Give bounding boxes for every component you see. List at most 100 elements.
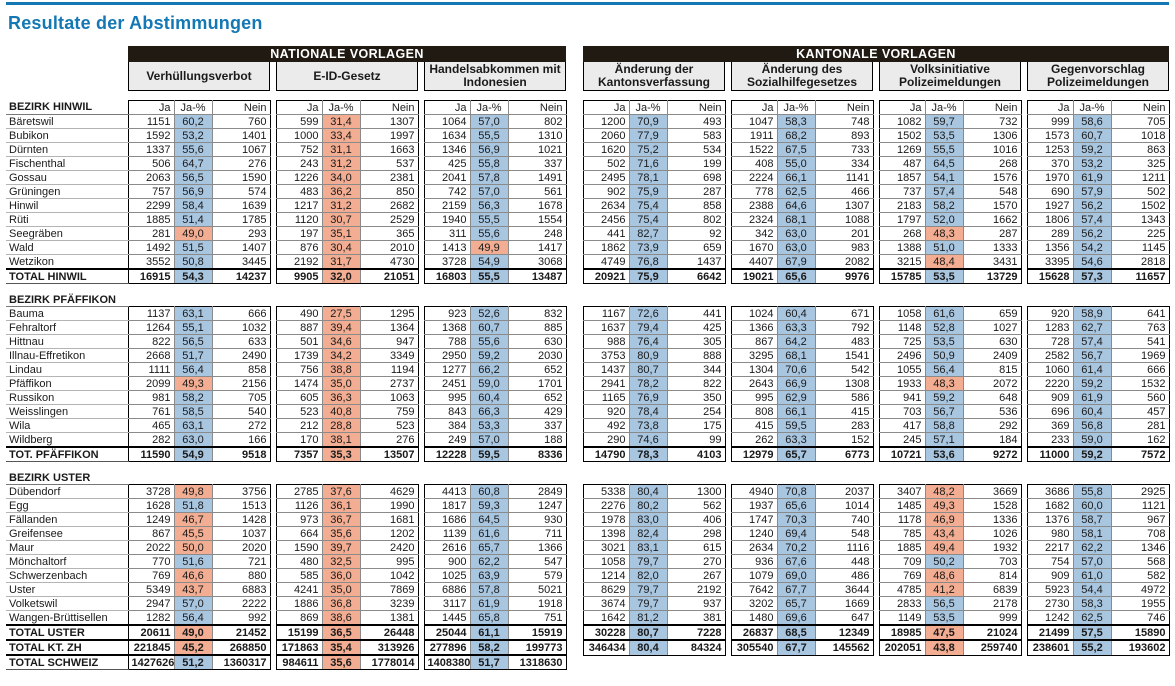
ja-percent: 45,2	[173, 639, 213, 656]
ja-percent: 35,0	[321, 582, 361, 597]
nein-value: 1307	[814, 198, 874, 213]
column-header-ja-percent: Ja-%	[924, 100, 964, 115]
ja-value: 15785	[878, 268, 926, 284]
ja-value: 3728	[423, 254, 471, 270]
nein-value: 1366	[507, 540, 567, 555]
ja-value: 3202	[730, 596, 778, 611]
ja-value: 1413	[423, 240, 471, 255]
nein-value: 415	[814, 404, 874, 419]
column-header-ja: Ja	[423, 100, 471, 115]
ja-value: 1911	[730, 128, 778, 143]
nein-value: 536	[962, 404, 1022, 419]
ja-percent: 60,8	[469, 484, 509, 499]
ja-value: 238601	[1026, 639, 1074, 656]
table-row: Hinwil 2299 58,4 1639 1217 31,2 2682 2159 56,3 16…	[6, 198, 1170, 213]
nein-value: 162	[1110, 432, 1170, 448]
ja-percent: 58,3	[776, 114, 816, 129]
nein-value: 641	[1110, 306, 1170, 321]
ja-value: 1165	[582, 390, 630, 405]
ja-percent: 55,5	[469, 128, 509, 143]
nein-value: 1997	[359, 128, 419, 143]
ja-percent: 36,5	[321, 624, 361, 641]
ja-value: 1178	[878, 512, 926, 527]
ja-value: 1940	[423, 212, 471, 227]
column-header-ja: Ja	[878, 100, 926, 115]
empty-cell	[963, 293, 1021, 307]
ja-percent: 36,0	[321, 568, 361, 583]
ja-value: 1637	[582, 320, 630, 335]
ja-percent: 56,5	[173, 334, 213, 349]
municipality-label: Russikon	[6, 390, 128, 405]
nein-value: 199773	[507, 639, 567, 656]
section-header-row: BEZIRK HINWIL Ja Ja-% Nein Ja Ja-% Nein Ja Ja-% N…	[6, 100, 1170, 115]
ja-percent: 31,4	[321, 114, 361, 129]
ja-value: 867	[730, 334, 778, 349]
nein-value: 2072	[962, 376, 1022, 391]
total-row: TOTAL SCHWEIZ 1427626 51,2 1360317 984611 35,…	[6, 654, 1169, 670]
ja-value: 1214	[582, 568, 630, 583]
ja-percent: 49,0	[173, 226, 213, 241]
ja-value: 277896	[423, 639, 471, 656]
column-header-ja-percent: Ja-%	[1072, 100, 1112, 115]
ja-value: 1060	[1026, 362, 1074, 377]
ja-value: 585	[275, 568, 323, 583]
nein-value: 1194	[359, 362, 419, 377]
ja-percent: 57,3	[1072, 268, 1112, 284]
category-gap	[566, 46, 583, 62]
ja-percent: 49,4	[924, 540, 964, 555]
ja-percent: 55,8	[1072, 484, 1112, 499]
empty-cell	[879, 293, 925, 307]
ja-percent: 65,7	[469, 540, 509, 555]
ja-value: 2616	[423, 540, 471, 555]
nein-value: 4103	[666, 446, 726, 462]
nein-value: 1428	[211, 512, 271, 527]
nein-value: 7869	[359, 582, 419, 597]
ja-value: 1126	[275, 498, 323, 513]
nein-value: 561	[507, 184, 567, 199]
ja-value: 9905	[275, 268, 323, 284]
nein-value: 1576	[962, 170, 1022, 185]
group-gap	[566, 227, 583, 241]
empty-cell	[583, 655, 629, 670]
ja-percent: 78,2	[628, 376, 668, 391]
ja-value: 709	[878, 554, 926, 569]
group-gap	[566, 640, 583, 655]
ja-percent: 43,8	[924, 639, 964, 656]
ja-percent: 64,7	[173, 156, 213, 171]
ja-value: 1137	[127, 306, 175, 321]
ja-percent: 66,1	[776, 170, 816, 185]
ja-percent: 48,2	[924, 484, 964, 499]
ja-value: 752	[275, 142, 323, 157]
ja-percent: 57,8	[469, 170, 509, 185]
ja-percent: 36,3	[321, 390, 361, 405]
ja-percent: 60,4	[776, 306, 816, 321]
ja-percent: 82,0	[628, 568, 668, 583]
ja-percent: 64,5	[924, 156, 964, 171]
nein-value: 2020	[211, 540, 271, 555]
ja-percent: 43,7	[173, 582, 213, 597]
ja-percent: 56,2	[1072, 198, 1112, 213]
ja-value: 1000	[275, 128, 323, 143]
ja-percent: 51,0	[924, 240, 964, 255]
ja-percent: 82,7	[628, 226, 668, 241]
ja-percent: 68,5	[776, 624, 816, 641]
nein-value: 666	[1110, 362, 1170, 377]
nein-value: 562	[666, 498, 726, 513]
nein-value: 12349	[814, 624, 874, 641]
ja-value: 1264	[127, 320, 175, 335]
nein-value: 199	[666, 156, 726, 171]
proposal-header: Gegenvorschlag Polizeimeldungen	[1027, 62, 1169, 91]
nein-value: 1063	[359, 390, 419, 405]
nein-value: 1145	[1110, 240, 1170, 255]
nein-value: 1088	[814, 212, 874, 227]
empty-cell	[667, 655, 725, 670]
ja-value: 233	[1026, 432, 1074, 448]
municipality-label: Hittnau	[6, 334, 128, 349]
group-gap	[566, 349, 583, 363]
nein-value: 582	[1110, 568, 1170, 583]
ja-value: 1670	[730, 240, 778, 255]
ja-percent: 57,0	[469, 432, 509, 448]
ja-percent: 54,9	[469, 254, 509, 270]
ja-value: 1573	[1026, 128, 1074, 143]
nein-value: 1678	[507, 198, 567, 213]
